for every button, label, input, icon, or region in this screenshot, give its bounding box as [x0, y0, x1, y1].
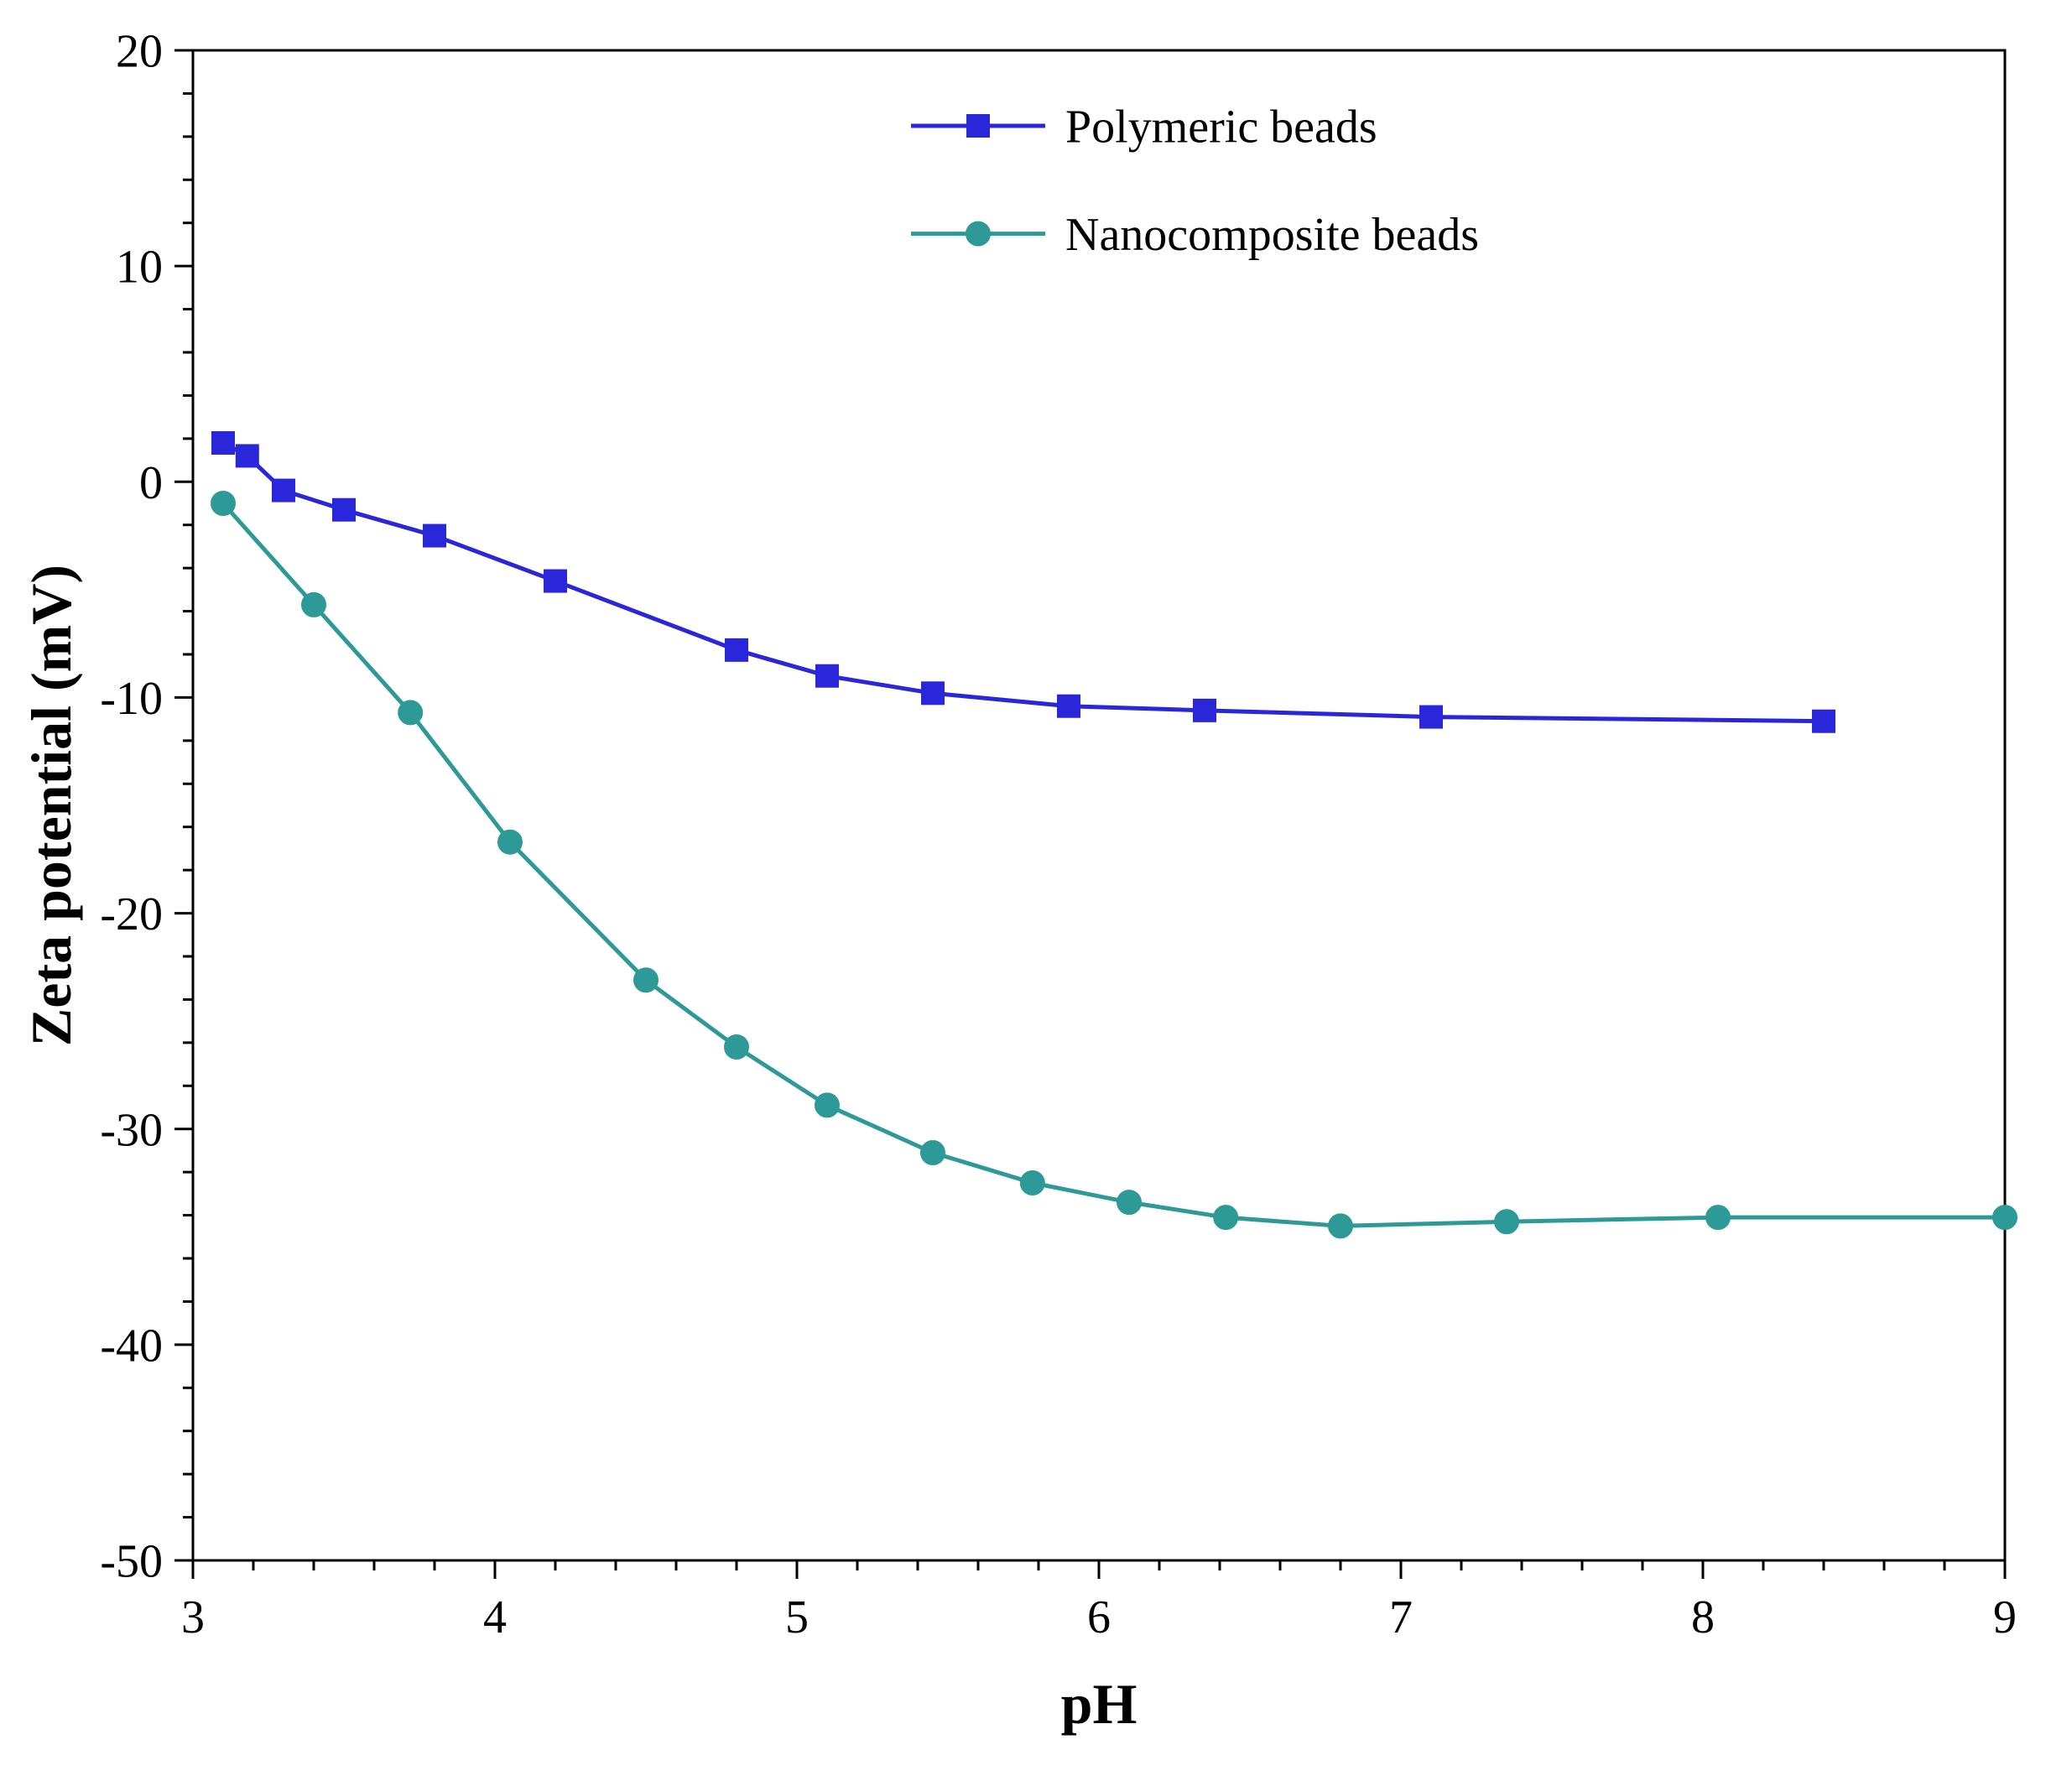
y-tick-label: -30: [100, 1104, 163, 1156]
y-tick-label: 10: [116, 242, 163, 294]
legend-label-polymeric: Polymeric beads: [1065, 102, 1377, 154]
series-nano-marker: [1495, 1210, 1518, 1233]
series-nano-marker: [1214, 1206, 1237, 1229]
series-nano-marker: [634, 968, 658, 992]
series-nano-marker: [1993, 1206, 2017, 1229]
y-tick-label: 20: [116, 26, 163, 78]
x-tick-label: 5: [785, 1591, 809, 1643]
series-nano-marker: [1117, 1190, 1141, 1214]
x-tick-label: 8: [1691, 1591, 1715, 1643]
legend-swatch-marker-nano: [966, 222, 990, 246]
series-polymeric-marker: [922, 682, 944, 704]
series-polymeric-marker: [424, 525, 445, 547]
series-nano-marker: [302, 593, 325, 617]
series-nano-marker: [1706, 1206, 1730, 1229]
legend-swatch-marker-polymeric: [967, 115, 989, 137]
x-axis-label: pH: [1061, 1672, 1138, 1736]
chart-svg: 3 4 5 6 7 8 9 pH -50 -40 -30 -20 -10 0 10 20 Zeta potent…: [0, 0, 2072, 1776]
y-tick-label: -40: [100, 1320, 163, 1372]
series-polymeric-marker: [1194, 700, 1216, 721]
series-polymeric-marker: [816, 665, 838, 687]
y-tick-label: -50: [100, 1536, 163, 1588]
y-axis-label: Zeta potential (mV): [19, 565, 83, 1046]
series-polymeric-marker: [212, 432, 234, 454]
y-tick-label: -20: [100, 888, 163, 940]
series-nano-marker: [1329, 1214, 1352, 1237]
x-tick-label: 3: [181, 1591, 205, 1643]
series-nano-marker: [815, 1093, 839, 1117]
series-nano-marker: [398, 701, 422, 724]
legend-label-nano: Nanocomposite beads: [1065, 209, 1479, 261]
series-polymeric-marker: [726, 639, 747, 661]
series-nano-marker: [211, 492, 235, 515]
series-nano-marker: [498, 831, 522, 854]
y-tick-label: 0: [139, 457, 163, 509]
series-polymeric-marker: [1420, 706, 1442, 728]
x-tick-label: 6: [1087, 1591, 1111, 1643]
series-polymeric-marker: [237, 445, 258, 466]
series-nano-marker: [1021, 1171, 1044, 1195]
series-nano-marker: [921, 1141, 945, 1164]
series-polymeric-marker: [273, 480, 294, 502]
y-tick-label: -10: [100, 673, 163, 725]
series-polymeric-marker: [1058, 695, 1080, 717]
chart-background: [0, 0, 2072, 1776]
x-tick-label: 9: [1993, 1591, 2017, 1643]
series-nano-marker: [725, 1035, 748, 1059]
series-polymeric-marker: [1813, 711, 1835, 732]
x-tick-label: 7: [1389, 1591, 1413, 1643]
series-polymeric-marker: [544, 570, 566, 592]
zeta-potential-chart: 3 4 5 6 7 8 9 pH -50 -40 -30 -20 -10 0 10 20 Zeta potent…: [0, 0, 2072, 1776]
series-polymeric-marker: [333, 499, 355, 521]
x-tick-label: 4: [483, 1591, 507, 1643]
